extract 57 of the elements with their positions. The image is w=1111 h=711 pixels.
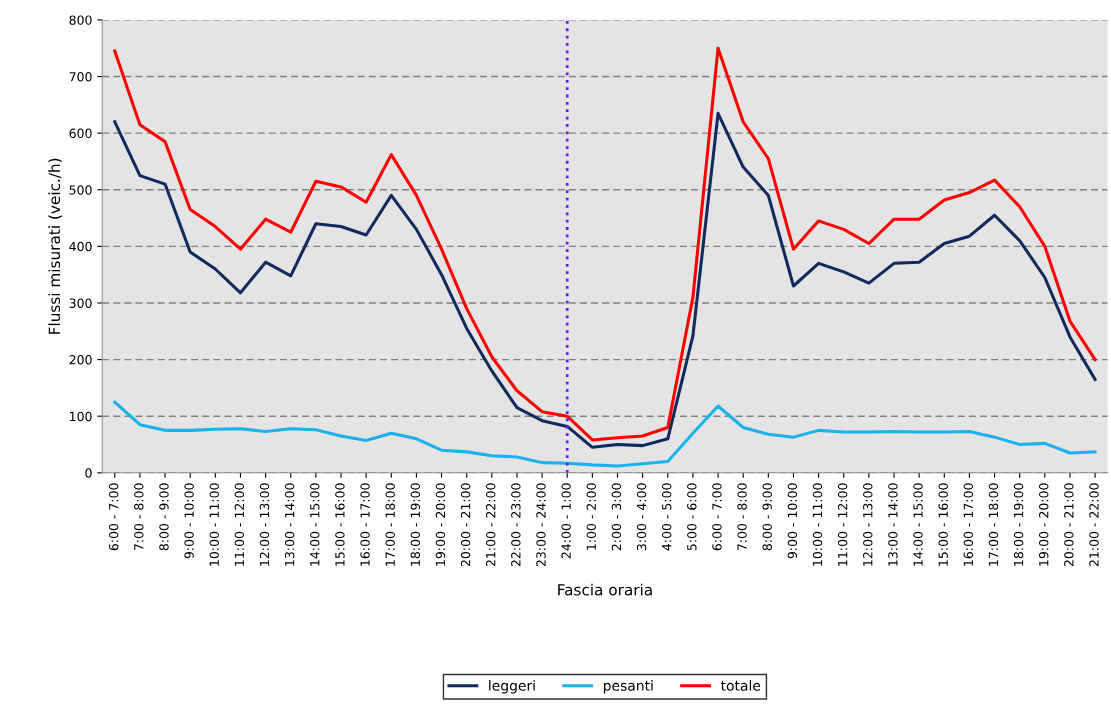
legend-label: totale [720, 680, 761, 691]
x-tick-label: 10:00 - 11:00 [209, 483, 219, 566]
y-tick-label: 100 [70, 411, 92, 422]
y-tick-label: 200 [69, 355, 92, 365]
x-tick-label: 11:00 - 12:00 [234, 483, 245, 566]
x-tick-label: 22:00 - 23:00 [511, 483, 521, 567]
x-tick-label: 23:00 - 24:00 [536, 483, 546, 567]
line-series [113, 400, 1097, 468]
x-tick-label: 5:00 - 6:00 [687, 483, 697, 551]
x-tick-label: 20:00 - 21:00 [1064, 483, 1074, 567]
y-tick-label: 600 [69, 128, 92, 139]
y-axis-title: Flussi misurati (veic./h) [48, 158, 62, 334]
x-tick-label: 6:00 - 7:00 [712, 483, 722, 551]
x-tick-label: 11:00 - 12:00 [837, 483, 848, 566]
x-tick-label: 14:00 - 15:00 [310, 483, 320, 566]
line-series [113, 111, 1097, 449]
x-tick-label: 7:00 - 8:00 [134, 483, 144, 551]
y-tick-label: 0 [85, 468, 92, 478]
x-tick-label: 18:00 - 19:00 [1013, 483, 1024, 566]
x-tick-label: 19:00 - 20:00 [1039, 483, 1049, 566]
x-tick-label: 14:00 - 15:00 [913, 483, 923, 566]
x-tick-label: 2:00 - 3:00 [611, 483, 622, 551]
y-tick-label: 300 [69, 298, 92, 308]
x-tick-label: 24:00 - 1:00 [561, 483, 571, 559]
y-tick-label: 700 [69, 71, 92, 82]
line-series [113, 46, 1097, 442]
y-tick-label: 400 [69, 241, 92, 252]
x-tick-label: 6:00 - 7:00 [108, 483, 119, 551]
x-tick-label: 8:00 - 9:00 [159, 483, 169, 551]
x-tick-label: 7:00 - 8:00 [737, 483, 747, 551]
x-tick-label: 17:00 - 18:00 [988, 483, 999, 566]
x-tick-label: 15:00 - 16:00 [938, 483, 948, 566]
x-tick-label: 19:00 - 20:00 [435, 483, 446, 566]
x-tick-label: 16:00 - 17:00 [360, 483, 370, 566]
x-tick-label: 9:00 - 10:00 [787, 483, 798, 559]
x-tick-label: 9:00 - 10:00 [184, 483, 194, 559]
x-tick-label: 8:00 - 9:00 [762, 483, 772, 551]
x-tick-label: 10:00 - 11:00 [812, 483, 823, 566]
x-tick-label: 13:00 - 14:00 [888, 483, 898, 566]
y-tick-label: 800 [69, 15, 92, 25]
x-tick-label: 12:00 - 13:00 [863, 483, 873, 566]
x-tick-label: 4:00 - 5:00 [661, 483, 672, 551]
x-tick-label: 21:00 - 22:00 [486, 483, 496, 567]
y-tick-label: 500 [69, 185, 92, 195]
x-tick-label: 17:00 - 18:00 [385, 483, 395, 566]
x-tick-label: 18:00 - 19:00 [410, 483, 421, 566]
x-tick-label: 15:00 - 16:00 [335, 483, 345, 566]
x-axis-title: Fascia oraria [558, 583, 652, 596]
legend-label: leggeri [489, 680, 535, 694]
x-tick-label: 20:00 - 21:00 [460, 483, 471, 567]
x-tick-label: 21:00 - 22:00 [1089, 483, 1099, 567]
legend-label: pesanti [603, 680, 653, 694]
x-tick-label: 16:00 - 17:00 [963, 483, 974, 566]
x-tick-label: 13:00 - 14:00 [284, 483, 295, 566]
x-tick-label: 1:00 - 2:00 [586, 483, 596, 550]
x-tick-label: 3:00 - 4:00 [636, 483, 647, 551]
x-tick-label: 12:00 - 13:00 [259, 483, 270, 566]
